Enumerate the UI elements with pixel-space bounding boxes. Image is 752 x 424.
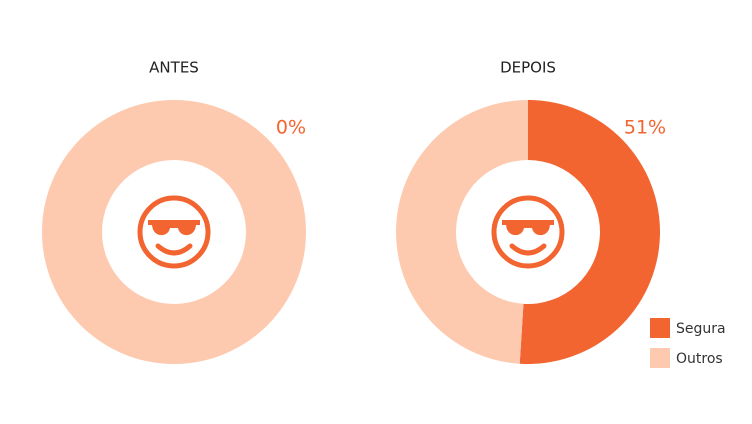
legend-swatch xyxy=(650,348,670,368)
value-label: 51% xyxy=(624,117,666,139)
chart-title: ANTES xyxy=(149,59,199,77)
legend-label: Segura xyxy=(676,321,726,337)
smiley-icon xyxy=(494,198,562,266)
legend-label: Outros xyxy=(676,351,723,367)
smiley-icon xyxy=(140,198,208,266)
donut-slice xyxy=(519,100,660,364)
chart-title: DEPOIS xyxy=(500,59,556,77)
legend-swatch xyxy=(650,318,670,338)
donut-slice xyxy=(42,100,306,364)
donut-slice xyxy=(395,100,528,364)
value-label: 0% xyxy=(276,117,306,139)
